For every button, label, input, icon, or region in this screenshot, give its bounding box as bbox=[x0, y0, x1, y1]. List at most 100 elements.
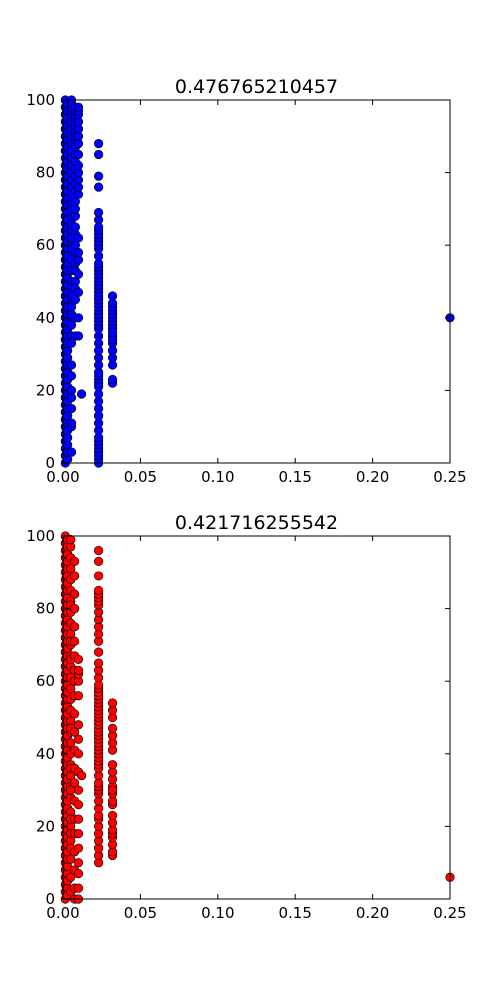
data-point bbox=[93, 556, 104, 567]
x-tick-label: 0.00 bbox=[46, 468, 79, 486]
data-point bbox=[66, 683, 76, 694]
data-point bbox=[70, 589, 80, 599]
axes-frame bbox=[62, 535, 451, 900]
data-point bbox=[107, 374, 118, 385]
data-point bbox=[66, 738, 76, 748]
data-point bbox=[73, 102, 84, 112]
y-tick-label: 20 bbox=[36, 381, 55, 399]
y-tick-label: 40 bbox=[36, 309, 55, 327]
x-tick-label: 0.10 bbox=[201, 904, 234, 922]
data-point bbox=[73, 665, 84, 675]
data-point bbox=[93, 658, 104, 668]
data-point bbox=[73, 691, 84, 701]
data-point bbox=[66, 418, 77, 428]
data-point bbox=[70, 622, 80, 632]
data-point bbox=[66, 872, 76, 882]
data-point bbox=[107, 723, 118, 733]
chart-title: 0.476765210457 bbox=[175, 76, 338, 98]
axes-frame bbox=[62, 99, 451, 464]
data-point bbox=[66, 564, 76, 574]
axis-ticks: 0.00 0.05 0.10 0.15 0.20 0.25 0 20 40 60 80 100 bbox=[26, 527, 466, 922]
data-point bbox=[93, 182, 104, 192]
data-point bbox=[70, 709, 80, 719]
data-point bbox=[70, 778, 80, 788]
data-point bbox=[76, 770, 87, 781]
scatter-chart-bottom: 0.00 0.05 0.10 0.15 0.20 0.25 0 20 40 60 80 100 0.4… bbox=[26, 512, 466, 922]
x-tick-label: 0.25 bbox=[433, 904, 466, 922]
plot-area bbox=[63, 536, 450, 899]
data-point bbox=[93, 207, 104, 218]
data-point bbox=[76, 389, 87, 399]
y-tick-label: 80 bbox=[36, 600, 55, 618]
data-point bbox=[107, 291, 118, 301]
data-point bbox=[66, 403, 77, 414]
data-point bbox=[73, 287, 84, 297]
data-point bbox=[93, 149, 104, 160]
data-points bbox=[60, 95, 455, 468]
y-tick-label: 100 bbox=[26, 527, 55, 545]
y-tick-label: 80 bbox=[36, 164, 55, 182]
data-point bbox=[66, 393, 77, 403]
data-point bbox=[66, 338, 77, 348]
axis-ticks: 0.00 0.05 0.10 0.15 0.20 0.25 0 20 40 60 80 100 bbox=[26, 91, 466, 486]
x-tick-label: 0.20 bbox=[356, 468, 389, 486]
data-point bbox=[107, 785, 118, 795]
data-point bbox=[93, 647, 104, 657]
data-point bbox=[73, 829, 84, 839]
x-tick-label: 0.05 bbox=[124, 468, 157, 486]
data-point bbox=[73, 233, 84, 243]
x-tick-label: 0.10 bbox=[201, 468, 234, 486]
y-tick-label: 20 bbox=[36, 817, 55, 835]
data-point bbox=[93, 138, 104, 149]
data-point bbox=[107, 345, 118, 356]
data-point bbox=[73, 749, 84, 759]
data-point bbox=[93, 545, 104, 556]
data-points bbox=[60, 531, 455, 904]
data-point bbox=[107, 698, 118, 708]
data-point bbox=[73, 843, 84, 853]
data-point bbox=[93, 585, 104, 596]
x-tick-label: 0.05 bbox=[124, 904, 157, 922]
x-tick-label: 0.15 bbox=[278, 468, 311, 486]
data-point bbox=[73, 160, 84, 170]
data-point bbox=[73, 331, 84, 341]
data-point bbox=[73, 883, 84, 893]
data-point bbox=[66, 535, 76, 545]
data-point bbox=[70, 636, 80, 646]
data-point bbox=[107, 760, 118, 770]
data-point bbox=[93, 571, 104, 581]
chart-title: 0.421716255542 bbox=[175, 512, 338, 534]
data-point bbox=[73, 868, 84, 879]
x-tick-label: 0.15 bbox=[278, 904, 311, 922]
data-point bbox=[73, 858, 84, 868]
data-point bbox=[73, 247, 84, 258]
data-point bbox=[70, 603, 80, 614]
x-tick-label: 0.00 bbox=[46, 904, 79, 922]
data-point bbox=[73, 734, 84, 744]
data-point bbox=[70, 571, 80, 581]
y-tick-label: 0 bbox=[45, 890, 55, 908]
data-point bbox=[66, 371, 77, 381]
data-point bbox=[73, 814, 84, 824]
data-point bbox=[73, 654, 84, 665]
y-tick-label: 60 bbox=[36, 672, 55, 690]
data-point bbox=[66, 302, 77, 312]
y-tick-label: 100 bbox=[26, 91, 55, 109]
data-point bbox=[93, 411, 104, 421]
data-point bbox=[70, 222, 80, 232]
y-tick-label: 0 bbox=[45, 454, 55, 472]
data-point bbox=[73, 269, 84, 279]
x-tick-label: 0.25 bbox=[433, 468, 466, 486]
data-point bbox=[73, 149, 84, 160]
data-point bbox=[73, 785, 84, 795]
data-point bbox=[66, 447, 77, 457]
y-tick-label: 40 bbox=[36, 745, 55, 763]
data-point bbox=[73, 720, 84, 730]
x-tick-label: 0.20 bbox=[356, 904, 389, 922]
data-point bbox=[70, 556, 80, 567]
data-point bbox=[107, 810, 118, 821]
data-point bbox=[66, 360, 77, 370]
data-point bbox=[73, 800, 84, 810]
plot-area bbox=[63, 100, 450, 463]
